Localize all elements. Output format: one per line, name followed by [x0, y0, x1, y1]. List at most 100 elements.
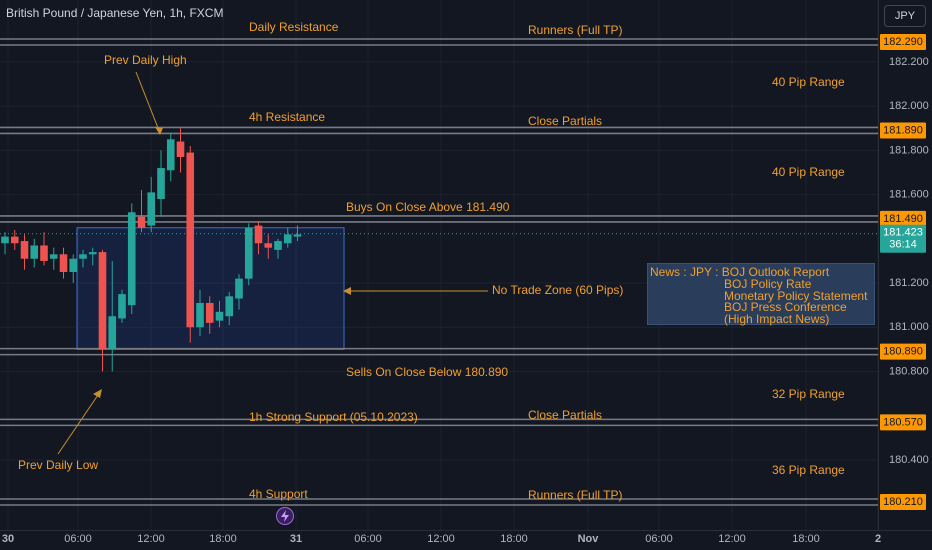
price-tick-label: 180.800	[889, 365, 929, 377]
candle-body	[20, 241, 29, 259]
current-price-badge	[880, 224, 926, 253]
candle-body	[205, 302, 214, 323]
price-level-badge	[880, 122, 926, 139]
label-sells-below: Sells On Close Below 180.890	[346, 365, 508, 379]
candle-body	[293, 234, 302, 237]
current-price-text: 181.423	[883, 227, 923, 239]
price-level-badge	[880, 210, 926, 227]
candle-body	[59, 254, 68, 272]
price-tick-label: 181.200	[889, 277, 929, 289]
label-1h-strong-support: 1h Strong Support (05.10.2023)	[249, 410, 418, 424]
price-level-badge-text: 180.210	[883, 496, 923, 508]
candle-body	[157, 168, 165, 200]
candle-body	[166, 139, 175, 171]
lightning-icon[interactable]	[276, 507, 294, 525]
price-level-badge-text: 180.890	[883, 346, 923, 358]
label-runners-bottom: Runners (Full TP)	[528, 488, 622, 502]
news-line-5: (High Impact News)	[724, 312, 830, 326]
countdown-text: 36:14	[889, 239, 917, 251]
no-trade-arrowhead	[343, 287, 351, 295]
currency-button[interactable]: JPY	[884, 5, 926, 27]
candle-body	[274, 241, 282, 250]
time-tick-label: 12:00	[718, 533, 746, 545]
prev-low-arrow	[57, 391, 101, 455]
candle-body	[40, 245, 48, 261]
time-tick-label: 31	[290, 533, 302, 545]
time-tick-label: 06:00	[64, 533, 92, 545]
news-line-3: Monetary Policy Statement	[724, 289, 868, 303]
candle-body	[98, 252, 107, 350]
candle-body	[215, 311, 224, 321]
label-close-partials-top: Close Partials	[528, 114, 602, 128]
time-tick-label: 12:00	[427, 533, 455, 545]
label-4h-resistance: 4h Resistance	[249, 110, 325, 124]
time-tick-label: 2	[875, 533, 881, 545]
candle-body	[176, 141, 185, 157]
price-tick-label: 181.800	[889, 144, 929, 156]
symbol-title: British Pound / Japanese Yen, 1h, FXCM	[6, 6, 224, 20]
label-close-partials-bottom: Close Partials	[528, 408, 602, 422]
candle-body	[225, 296, 234, 317]
label-prev-daily-high: Prev Daily High	[104, 53, 187, 67]
price-level-badge-text: 180.570	[883, 416, 923, 428]
candle-body	[137, 216, 146, 228]
label-40-pip-range-mid: 40 Pip Range	[772, 165, 845, 179]
label-40-pip-range-top: 40 Pip Range	[772, 75, 845, 89]
price-level-badge	[880, 343, 926, 360]
candle-body	[235, 278, 243, 299]
price-axis-separator	[878, 0, 879, 530]
time-tick-label: 12:00	[137, 533, 165, 545]
candle-body	[10, 236, 19, 244]
candle-body	[118, 294, 126, 319]
candle-body	[108, 316, 117, 350]
label-daily-resistance: Daily Resistance	[249, 20, 339, 34]
price-level-badge-text: 181.890	[883, 124, 923, 136]
time-tick-label: 06:00	[354, 533, 382, 545]
news-line-2: BOJ Policy Rate	[724, 277, 812, 291]
prev-high-arrowhead	[155, 127, 163, 135]
candle-body	[49, 254, 58, 259]
candle-body	[196, 302, 204, 328]
candle-body	[283, 234, 292, 244]
time-tick-label: 18:00	[209, 533, 237, 545]
time-tick-label: 06:00	[645, 533, 673, 545]
label-4h-support: 4h Support	[249, 487, 308, 501]
price-tick-label: 180.400	[889, 454, 929, 466]
time-tick-label: Nov	[578, 533, 600, 545]
price-tick-label: 181.600	[889, 189, 929, 201]
news-line-1: News : JPY : BOJ Outlook Report	[650, 265, 830, 279]
candle-body	[88, 252, 97, 255]
price-level-badge	[880, 414, 926, 431]
time-tick-label: 18:00	[500, 533, 528, 545]
time-tick-label: 30	[2, 533, 14, 545]
news-box: News : JPY : BOJ Outlook Report BOJ Poli…	[647, 263, 875, 325]
candle-body	[254, 225, 263, 244]
label-32-pip-range: 32 Pip Range	[772, 387, 845, 401]
price-level-badge-text: 181.490	[883, 213, 923, 225]
price-tick-label: 181.000	[889, 321, 929, 333]
prev-high-arrow	[135, 71, 161, 134]
label-runners-top: Runners (Full TP)	[528, 23, 622, 37]
candle-body	[127, 212, 136, 306]
news-line-4: BOJ Press Conference	[724, 300, 847, 314]
time-axis-separator	[0, 530, 932, 531]
time-tick-label: 18:00	[792, 533, 820, 545]
label-buys-above: Buys On Close Above 181.490	[346, 200, 510, 214]
candle-body	[1, 236, 9, 244]
price-level-badge	[880, 494, 926, 510]
candle-body	[186, 152, 195, 328]
candle-body	[69, 258, 78, 272]
label-no-trade-zone: No Trade Zone (60 Pips)	[492, 283, 623, 297]
candle-body	[147, 192, 156, 226]
label-36-pip-range: 36 Pip Range	[772, 463, 845, 477]
candle-body	[30, 245, 39, 259]
price-level-badge-text: 182.290	[883, 36, 923, 48]
candle-body	[264, 243, 273, 248]
label-prev-daily-low: Prev Daily Low	[18, 458, 98, 472]
no-trade-zone	[76, 227, 345, 350]
price-tick-label: 182.200	[889, 56, 929, 68]
prev-low-arrowhead	[93, 389, 102, 398]
candle-body	[79, 254, 87, 259]
